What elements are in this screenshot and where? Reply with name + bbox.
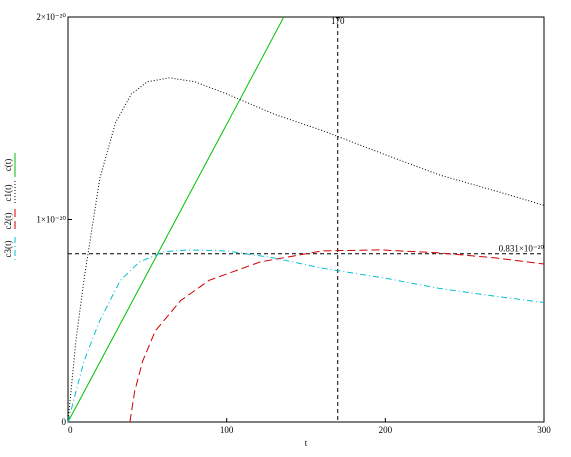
plot-frame: [67, 16, 545, 423]
y-tick-label: 2×10⁻²⁰: [36, 12, 66, 22]
x-tick-label: 0: [68, 425, 73, 435]
x-tick-label: 200: [379, 425, 393, 435]
legend-label: c2(t): [3, 213, 13, 230]
series-line: [129, 249, 545, 423]
legend-label: c1(t): [3, 185, 13, 202]
x-tick-label: 100: [220, 425, 234, 435]
series-line: [67, 16, 285, 423]
series-line: [67, 249, 545, 423]
y-marker-label: 0.831×10⁻²⁰: [499, 244, 545, 254]
legend-label: c3(t): [3, 241, 13, 258]
legend-label: c(t): [3, 159, 13, 172]
x-marker-label: 170: [331, 16, 345, 26]
y-tick-label: 1×10⁻²⁰: [36, 215, 66, 225]
series-line: [67, 77, 545, 423]
y-tick-label: 0: [62, 417, 67, 427]
x-axis-label: t: [305, 438, 308, 448]
x-tick-label: 300: [537, 425, 551, 435]
